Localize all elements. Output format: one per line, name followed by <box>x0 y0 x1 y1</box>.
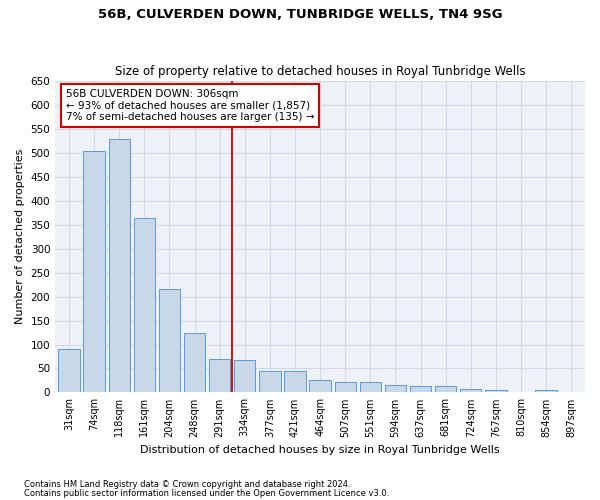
Bar <box>209 359 230 392</box>
Text: Contains public sector information licensed under the Open Government Licence v3: Contains public sector information licen… <box>24 488 389 498</box>
Bar <box>535 390 557 392</box>
Bar <box>284 371 305 392</box>
Bar <box>359 382 381 392</box>
Bar <box>435 386 457 392</box>
Bar <box>234 360 256 392</box>
Bar <box>460 388 481 392</box>
X-axis label: Distribution of detached houses by size in Royal Tunbridge Wells: Distribution of detached houses by size … <box>140 445 500 455</box>
Bar <box>134 218 155 392</box>
Bar <box>310 380 331 392</box>
Text: Contains HM Land Registry data © Crown copyright and database right 2024.: Contains HM Land Registry data © Crown c… <box>24 480 350 489</box>
Y-axis label: Number of detached properties: Number of detached properties <box>15 149 25 324</box>
Text: 56B CULVERDEN DOWN: 306sqm
← 93% of detached houses are smaller (1,857)
7% of se: 56B CULVERDEN DOWN: 306sqm ← 93% of deta… <box>66 89 314 122</box>
Bar <box>184 332 205 392</box>
Bar <box>385 385 406 392</box>
Bar <box>410 386 431 392</box>
Title: Size of property relative to detached houses in Royal Tunbridge Wells: Size of property relative to detached ho… <box>115 66 526 78</box>
Bar <box>259 371 281 392</box>
Text: 56B, CULVERDEN DOWN, TUNBRIDGE WELLS, TN4 9SG: 56B, CULVERDEN DOWN, TUNBRIDGE WELLS, TN… <box>98 8 502 20</box>
Bar <box>58 350 80 393</box>
Bar <box>109 138 130 392</box>
Bar <box>83 150 105 392</box>
Bar <box>335 382 356 392</box>
Bar <box>159 290 180 393</box>
Bar <box>485 390 506 392</box>
